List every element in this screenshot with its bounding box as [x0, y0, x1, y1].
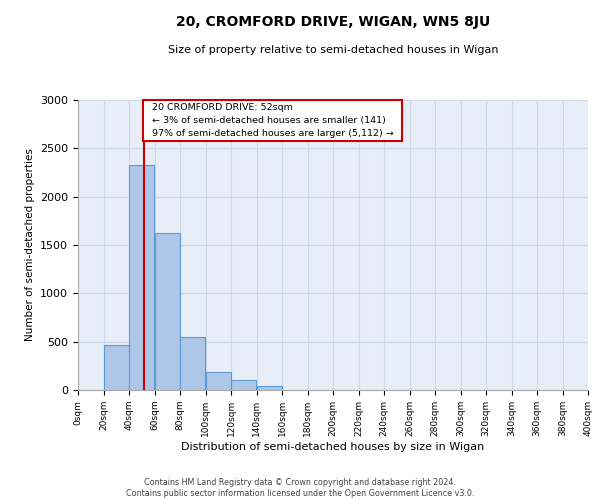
Y-axis label: Number of semi-detached properties: Number of semi-detached properties — [25, 148, 35, 342]
Bar — [104, 344, 128, 390]
Bar — [232, 380, 256, 390]
Bar — [206, 372, 230, 390]
Text: 20 CROMFORD DRIVE: 52sqm
  ← 3% of semi-detached houses are smaller (141)
  97% : 20 CROMFORD DRIVE: 52sqm ← 3% of semi-de… — [146, 103, 400, 138]
Bar — [257, 386, 281, 390]
Text: Size of property relative to semi-detached houses in Wigan: Size of property relative to semi-detach… — [168, 45, 498, 55]
Text: 20, CROMFORD DRIVE, WIGAN, WN5 8JU: 20, CROMFORD DRIVE, WIGAN, WN5 8JU — [176, 15, 490, 29]
X-axis label: Distribution of semi-detached houses by size in Wigan: Distribution of semi-detached houses by … — [181, 442, 485, 452]
Bar — [181, 338, 205, 390]
Bar — [155, 234, 179, 390]
Bar — [130, 165, 154, 390]
Text: Contains HM Land Registry data © Crown copyright and database right 2024.
Contai: Contains HM Land Registry data © Crown c… — [126, 478, 474, 498]
